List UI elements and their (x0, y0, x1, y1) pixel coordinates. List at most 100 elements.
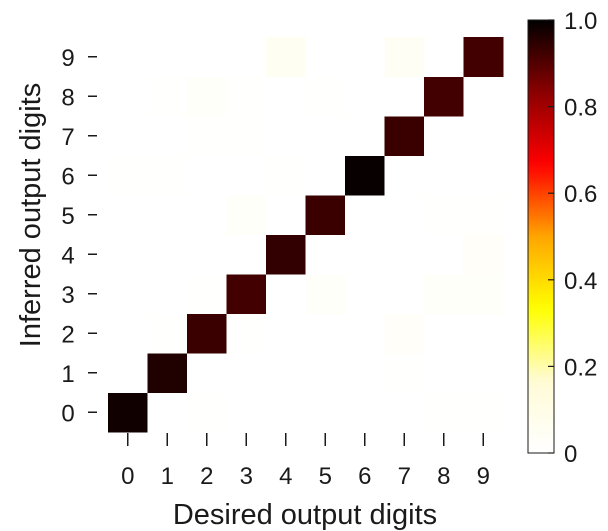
heatmap-cell-8-4 (266, 76, 306, 117)
heatmap-cell-5-4 (266, 195, 306, 235)
colorbar-tick-label: 0.4 (564, 268, 597, 295)
heatmap-cell-6-5 (305, 155, 346, 196)
colorbar-gradient (527, 19, 555, 454)
heatmap-cell-8-1 (147, 76, 188, 117)
colorbar-tick-label: 0.8 (564, 95, 597, 122)
heatmap-cell-2-4 (266, 313, 306, 354)
heatmap-cell-9-4 (266, 37, 306, 77)
heatmap-cell-0-1 (147, 392, 188, 433)
heatmap-cell-7-7 (384, 116, 425, 156)
y-tick-label: 2 (61, 321, 74, 348)
y-tick-label: 1 (61, 361, 74, 388)
x-tick-label: 9 (477, 463, 490, 490)
heatmap-cell-0-5 (305, 392, 346, 433)
heatmap-cell-4-8 (424, 234, 464, 275)
heatmap-cell-8-7 (384, 76, 425, 117)
heatmap-cell-2-9 (463, 313, 504, 354)
heatmap-cell-7-0 (108, 116, 148, 156)
heatmap-cell-9-1 (147, 37, 188, 77)
x-axis-label: Desired output digits (173, 499, 437, 531)
heatmap-cell-7-1 (147, 116, 188, 156)
heatmap-cell-3-6 (345, 274, 385, 314)
heatmap-cell-4-5 (305, 234, 346, 275)
heatmap-cell-1-2 (187, 353, 227, 393)
heatmap-cell-0-0 (108, 392, 148, 433)
heatmap-cell-5-0 (108, 195, 148, 235)
heatmap-cell-7-5 (305, 116, 346, 156)
heatmap-cell-9-5 (305, 37, 346, 77)
x-tick-label: 8 (437, 463, 450, 490)
heatmap-cell-9-6 (345, 37, 385, 77)
x-tick-label: 4 (279, 463, 292, 490)
heatmap-cell-5-8 (424, 195, 464, 235)
heatmap-cell-3-4 (266, 274, 306, 314)
heatmap-cell-4-1 (147, 234, 188, 275)
heatmap-cell-7-4 (266, 116, 306, 156)
heatmap-cell-3-0 (108, 274, 148, 314)
heatmap-cell-6-4 (266, 155, 306, 196)
heatmap-cell-2-5 (305, 313, 346, 354)
heatmap-cell-8-0 (108, 76, 148, 117)
y-tick-label: 6 (61, 163, 74, 190)
heatmap-cell-8-9 (463, 76, 504, 117)
heatmap-cell-7-8 (424, 116, 464, 156)
heatmap-cell-3-5 (305, 274, 346, 314)
heatmap-cell-2-8 (424, 313, 464, 354)
heatmap-cell-8-6 (345, 76, 385, 117)
colorbar: 0 0.2 0.4 0.6 0.8 1.0 (527, 8, 597, 468)
heatmap-cell-3-3 (226, 274, 267, 314)
y-tick-label: 7 (61, 124, 74, 151)
heatmap-cell-4-0 (108, 234, 148, 275)
heatmap-cell-2-1 (147, 313, 188, 354)
heatmap-cell-0-2 (187, 392, 227, 433)
heatmap-cell-0-3 (226, 392, 267, 433)
heatmap-cell-6-1 (147, 155, 188, 196)
heatmap-cell-5-9 (463, 195, 504, 235)
heatmap-cell-2-3 (226, 313, 267, 354)
heatmap-cell-6-6 (345, 155, 385, 196)
heatmap-cell-6-9 (463, 155, 504, 196)
heatmap-cell-8-3 (226, 76, 267, 117)
heatmap-cell-0-8 (424, 392, 464, 433)
heatmap-cell-4-9 (463, 234, 504, 275)
heatmap-cell-0-6 (345, 392, 385, 433)
heatmap-cell-8-8 (424, 76, 464, 117)
heatmap-cell-6-7 (384, 155, 425, 196)
heatmap-cell-6-3 (226, 155, 267, 196)
y-axis-label: Inferred output digits (15, 83, 47, 347)
x-tick-label: 3 (240, 463, 253, 490)
heatmap-cell-1-9 (463, 353, 504, 393)
heatmap-cell-1-8 (424, 353, 464, 393)
y-tick-label: 4 (61, 242, 74, 269)
heatmap-cell-2-7 (384, 313, 425, 354)
heatmap-cell-1-0 (108, 353, 148, 393)
y-tick-label: 0 (61, 400, 74, 427)
heatmap-cell-5-7 (384, 195, 425, 235)
heatmap-cell-7-9 (463, 116, 504, 156)
heatmap-cell-9-2 (187, 37, 227, 77)
heatmap-cell-1-6 (345, 353, 385, 393)
heatmap-cell-2-2 (187, 313, 227, 354)
heatmap-cell-5-3 (226, 195, 267, 235)
heatmap-cell-7-2 (187, 116, 227, 156)
heatmap-cell-3-7 (384, 274, 425, 314)
heatmap-cell-1-5 (305, 353, 346, 393)
colorbar-tick-label: 0.6 (564, 181, 597, 208)
x-tick-label: 7 (398, 463, 411, 490)
colorbar-tick-label: 1.0 (564, 8, 597, 35)
heatmap-cell-4-4 (266, 234, 306, 275)
y-tick-label: 8 (61, 84, 74, 111)
heatmap-cell-4-6 (345, 234, 385, 275)
x-tick-label: 1 (161, 463, 174, 490)
heatmap-cell-3-9 (463, 274, 504, 314)
heatmap-cell-2-0 (108, 313, 148, 354)
heatmap-cell-2-6 (345, 313, 385, 354)
heatmap-cell-9-3 (226, 37, 267, 77)
x-tick-label: 5 (319, 463, 332, 490)
heatmap-cell-6-0 (108, 155, 148, 196)
heatmap-cell-3-8 (424, 274, 464, 314)
heatmap-cell-5-6 (345, 195, 385, 235)
heatmap-cell-4-3 (226, 234, 267, 275)
heatmap-cell-7-6 (345, 116, 385, 156)
